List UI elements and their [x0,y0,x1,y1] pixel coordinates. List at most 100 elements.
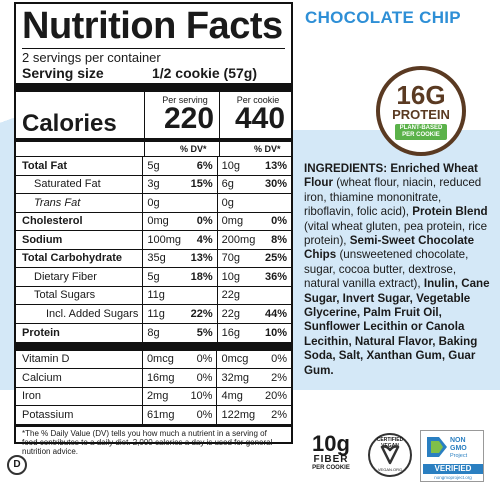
nutrient-name: Calcium [16,368,143,387]
amount-per-cookie: 70g [216,248,261,268]
nutrient-name: Vitamin D [16,349,143,369]
ingredients-part: Semi-Sweet Chocolate Chips [304,234,475,262]
nutrient-name: Sodium [16,230,143,249]
dv-per-serving: 5% [186,322,218,342]
nutrient-row: Trans Fat 0g 0g [16,193,291,212]
calories-label: Calories [22,110,117,137]
vegan-logo-bottom-text: VEGAN.ORG [377,467,403,472]
amount-per-serving: 11g [142,304,187,323]
fiber-amount: 10g [312,431,350,456]
fiber-label: FIBER [313,454,349,465]
nutrient-name: Iron [16,386,143,406]
non-gmo-butterfly-icon: NON GMO Project [427,437,468,459]
nutrient-name: Total Fat [16,156,143,175]
dv-per-cookie: 2% [260,368,291,387]
col-header-per-cookie: Per cookie [236,95,280,105]
serving-size-row: Serving size 1/2 cookie (57g) [22,65,285,81]
divider-medium [16,138,291,142]
calories-per-cookie: 440 [235,102,286,135]
dv-per-cookie: 0% [260,211,291,231]
amount-per-cookie: 0mcg [216,349,261,369]
kosher-dairy-symbol: D [7,455,27,475]
amount-per-cookie: 16g [216,322,261,342]
dv-per-cookie: 2% [260,405,291,424]
per-cookie-text: PER COOKIE [402,132,440,138]
column-divider [144,142,145,156]
nutrient-row: Cholesterol 0mg 0% 0mg 0% [16,211,291,231]
amount-per-serving: 3g [142,174,187,194]
calories-block: Per serving Per cookie Calories 220 440 [22,92,285,138]
nutrient-row: Protein 8g 5% 16g 10% [16,322,291,342]
dv-per-serving: 22% [186,304,218,323]
nutrient-row: Total Fat 5g 6% 10g 13% [16,156,291,175]
non-gmo-verified: VERIFIED [423,464,483,474]
non-gmo-line2: GMO [450,445,467,452]
dv-header: % DV* [254,144,281,154]
amount-per-serving: 16mg [141,368,187,387]
amount-per-cookie: 122mg [216,405,261,424]
amount-per-cookie: 22g [216,285,261,305]
amount-per-cookie: 0mg [216,211,261,231]
amount-per-cookie: 10g [216,156,261,175]
dv-per-serving: 13% [186,248,218,268]
amount-per-cookie: 6g [216,174,261,194]
divider-thick [16,341,291,350]
nutrient-row: Sodium 100mg 4% 200mg 8% [16,230,291,249]
amount-per-cookie: 32mg [216,368,261,387]
non-gmo-line3: Project [450,453,468,459]
protein-badge-amount: 16G [396,80,446,110]
calories-per-serving: 220 [164,102,215,135]
dv-per-serving: 6% [186,156,218,175]
column-divider [219,92,220,138]
amount-per-serving: 0mg [142,211,187,231]
divider-medium [16,424,291,427]
nutrient-row: Saturated Fat 3g 15% 6g 30% [16,174,291,194]
dv-per-cookie: 13% [260,156,291,175]
column-divider [219,142,220,156]
dv-per-serving: 4% [186,230,218,249]
ingredients-part: (unsweetened chocolate, sugar, cocoa but… [304,248,469,291]
nutrient-name: Potassium [16,405,143,424]
ingredients-part: Inulin, Cane Sugar, Invert Sugar, Vegeta… [304,277,490,377]
fiber-sub: PER COOKIE [312,465,350,471]
dv-per-serving: 0% [186,405,217,424]
nutrient-row: Total Carbohydrate 35g 13% 70g 25% [16,248,291,268]
dv-per-cookie: 10% [260,322,291,342]
dv-per-cookie: 0% [260,349,291,369]
fiber-callout: 10g FIBER PER COOKIE [303,433,359,472]
amount-per-serving: 2mg [141,386,187,406]
amount-per-serving: 100mg [142,230,187,249]
nutrient-name: Dietary Fiber [16,267,143,286]
dv-per-cookie: 44% [260,304,291,323]
protein-badge: 16G PROTEIN PLANT-BASED PER COOKIE [376,66,466,156]
non-gmo-project-logo: NON GMO Project VERIFIED nongmoproject.o… [420,430,484,482]
nutrient-name: Total Carbohydrate [16,248,143,268]
vegan-logo-top-text: CERTIFIED VEGAN [376,437,404,449]
amount-per-cookie: 4mg [216,386,261,406]
amount-per-serving: 5g [142,267,187,286]
protein-badge-label: PROTEIN [392,107,450,122]
dv-footnote: *The % Daily Value (DV) tells you how mu… [22,429,273,456]
dv-per-serving [186,193,218,212]
nutrient-row: Incl. Added Sugars 11g 22% 22g 44% [16,304,291,323]
nutrient-name: Trans Fat [16,193,143,212]
dv-header-row: % DV* % DV* [22,142,285,156]
amount-per-serving: 11g [142,285,187,305]
amount-per-cookie: 10g [216,267,261,286]
nutrient-name: Cholesterol [16,211,143,231]
ingredients-list: INGREDIENTS: Enriched Wheat Flour (wheat… [304,162,494,378]
amount-per-cookie: 22g [216,304,261,323]
dv-per-cookie: 36% [260,267,291,286]
nutrient-name: Total Sugars [16,285,143,305]
dv-per-serving: 18% [186,267,218,286]
dv-per-cookie: 20% [260,386,291,406]
dv-per-cookie: 30% [260,174,291,194]
nutrient-name: Protein [16,322,143,342]
dv-per-cookie: 25% [260,248,291,268]
ingredients-part: (vital wheat gluten, pea protein, rice p… [304,219,488,248]
dv-per-serving: 0% [186,368,217,387]
serving-size-value: 1/2 cookie (57g) [151,65,257,81]
dv-per-serving: 10% [186,386,217,406]
amount-per-cookie: 200mg [216,230,261,249]
vegan-v-heart-icon [380,445,400,465]
